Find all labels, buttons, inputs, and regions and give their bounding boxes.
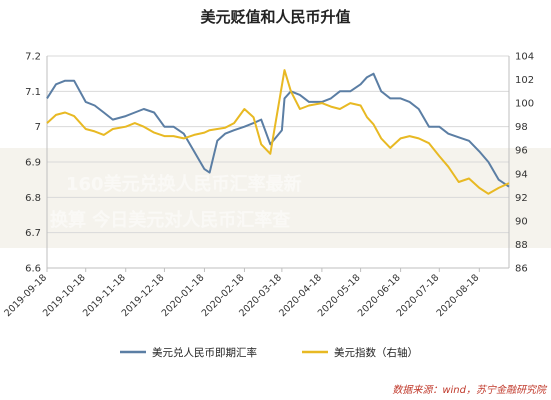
- y-right-tick-label: 90: [515, 216, 528, 227]
- watermark-text: 换算 今日美元对人民币汇率查: [50, 209, 290, 231]
- y-right-tick-label: 92: [515, 193, 528, 204]
- source-note: 数据来源：wind，苏宁金融研究院: [392, 384, 548, 396]
- y-left-tick-label: 7.2: [25, 52, 41, 63]
- y-left-tick-label: 6.8: [25, 193, 41, 204]
- legend-label-dxy: 美元指数（右轴）: [334, 346, 418, 359]
- series-line-dxy: [46, 69, 510, 195]
- y-left-tick-label: 6.7: [25, 228, 41, 239]
- y-right-tick-label: 86: [515, 264, 528, 275]
- y-right-tick-label: 100: [515, 99, 534, 110]
- y-right-tick-label: 102: [515, 75, 534, 86]
- chart-title: 美元贬值和人民币升值: [200, 8, 351, 26]
- y-left-tick-label: 7.1: [25, 87, 41, 98]
- y-right-tick-label: 98: [515, 122, 528, 133]
- y-right-tick-label: 88: [515, 240, 528, 251]
- y-left-tick-label: 7: [35, 122, 41, 133]
- y-right-tick-label: 94: [515, 169, 528, 180]
- series-line-cny: [46, 72, 510, 188]
- y-left-tick-label: 6.9: [25, 158, 41, 169]
- watermark-text: 160美元兑换人民币汇率最新: [66, 173, 302, 195]
- watermark-band: [0, 148, 551, 248]
- y-right-tick-label: 96: [515, 146, 528, 157]
- x-tick-label: 2020-08-18: [435, 272, 482, 319]
- legend-label-cny: 美元兑人民币即期汇率: [152, 346, 257, 359]
- y-right-tick-label: 104: [515, 52, 534, 63]
- y-left-tick-label: 6.6: [25, 264, 41, 275]
